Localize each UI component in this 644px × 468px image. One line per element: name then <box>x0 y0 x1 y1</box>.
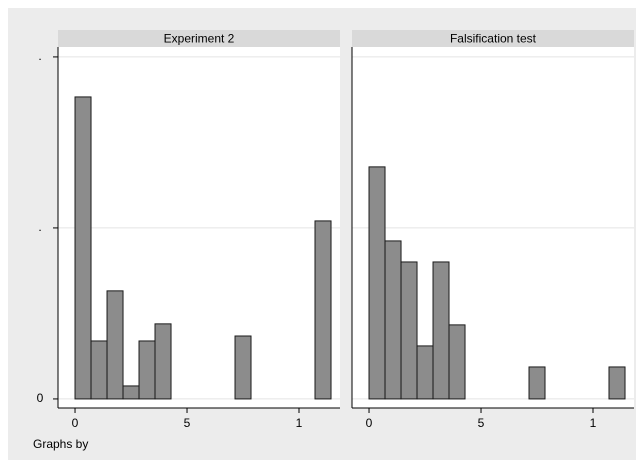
y-tick-label: . <box>38 220 41 234</box>
x-tick-label: 5 <box>184 416 191 430</box>
bar <box>106 290 124 400</box>
note: Graphs by <box>33 437 88 451</box>
bar <box>234 335 252 400</box>
bar <box>384 240 402 400</box>
bar <box>154 323 172 400</box>
bar <box>448 324 466 400</box>
bar <box>122 385 140 400</box>
bar <box>74 96 92 400</box>
y-tick-label: . <box>38 49 41 63</box>
bar <box>314 220 332 400</box>
x-tick-label: 1 <box>590 416 597 430</box>
bar <box>138 340 156 400</box>
bar <box>400 261 418 400</box>
panel-header <box>352 30 634 47</box>
x-tick-label: 0 <box>366 416 373 430</box>
bar <box>528 366 546 400</box>
y-tick-label: 0 <box>37 391 44 405</box>
bar <box>608 366 626 400</box>
bar <box>368 166 386 400</box>
panel-title: Experiment 2 <box>164 32 235 46</box>
x-tick-label: 1 <box>296 416 303 430</box>
bar <box>90 340 108 400</box>
panel-title: Falsification test <box>450 32 537 46</box>
x-tick-label: 5 <box>478 416 485 430</box>
bar <box>432 261 450 400</box>
x-tick-label: 0 <box>72 416 79 430</box>
bar <box>416 345 434 400</box>
panel-header <box>58 30 340 47</box>
